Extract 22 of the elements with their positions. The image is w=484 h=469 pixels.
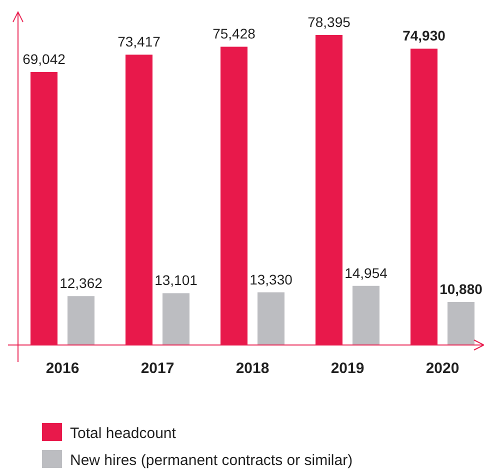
x-tick-label: 2017 bbox=[140, 360, 174, 377]
bar bbox=[68, 296, 94, 345]
x-tick-label: 2019 bbox=[330, 360, 364, 377]
data-label: 13,330 bbox=[250, 271, 293, 288]
bar bbox=[448, 302, 474, 345]
bar bbox=[258, 292, 284, 345]
x-tick-label: 2020 bbox=[426, 360, 460, 377]
data-label: 12,362 bbox=[60, 275, 103, 292]
data-label: 10,880 bbox=[440, 280, 483, 297]
bar bbox=[162, 293, 190, 345]
x-tick-label: 2016 bbox=[46, 360, 80, 377]
data-label: 69,042 bbox=[22, 50, 66, 67]
data-label: 73,417 bbox=[118, 34, 161, 50]
data-label: 14,954 bbox=[344, 264, 388, 281]
data-label: 13,101 bbox=[154, 272, 198, 288]
data-label: 78,395 bbox=[308, 14, 351, 30]
legend-label: New hires (permanent contracts or similar) bbox=[70, 452, 353, 469]
bar bbox=[352, 286, 380, 345]
x-tick-label: 2018 bbox=[236, 360, 270, 377]
data-label: 74,930 bbox=[402, 28, 446, 44]
data-label: 75,428 bbox=[212, 26, 256, 42]
legend-label: Total headcount bbox=[70, 425, 177, 442]
